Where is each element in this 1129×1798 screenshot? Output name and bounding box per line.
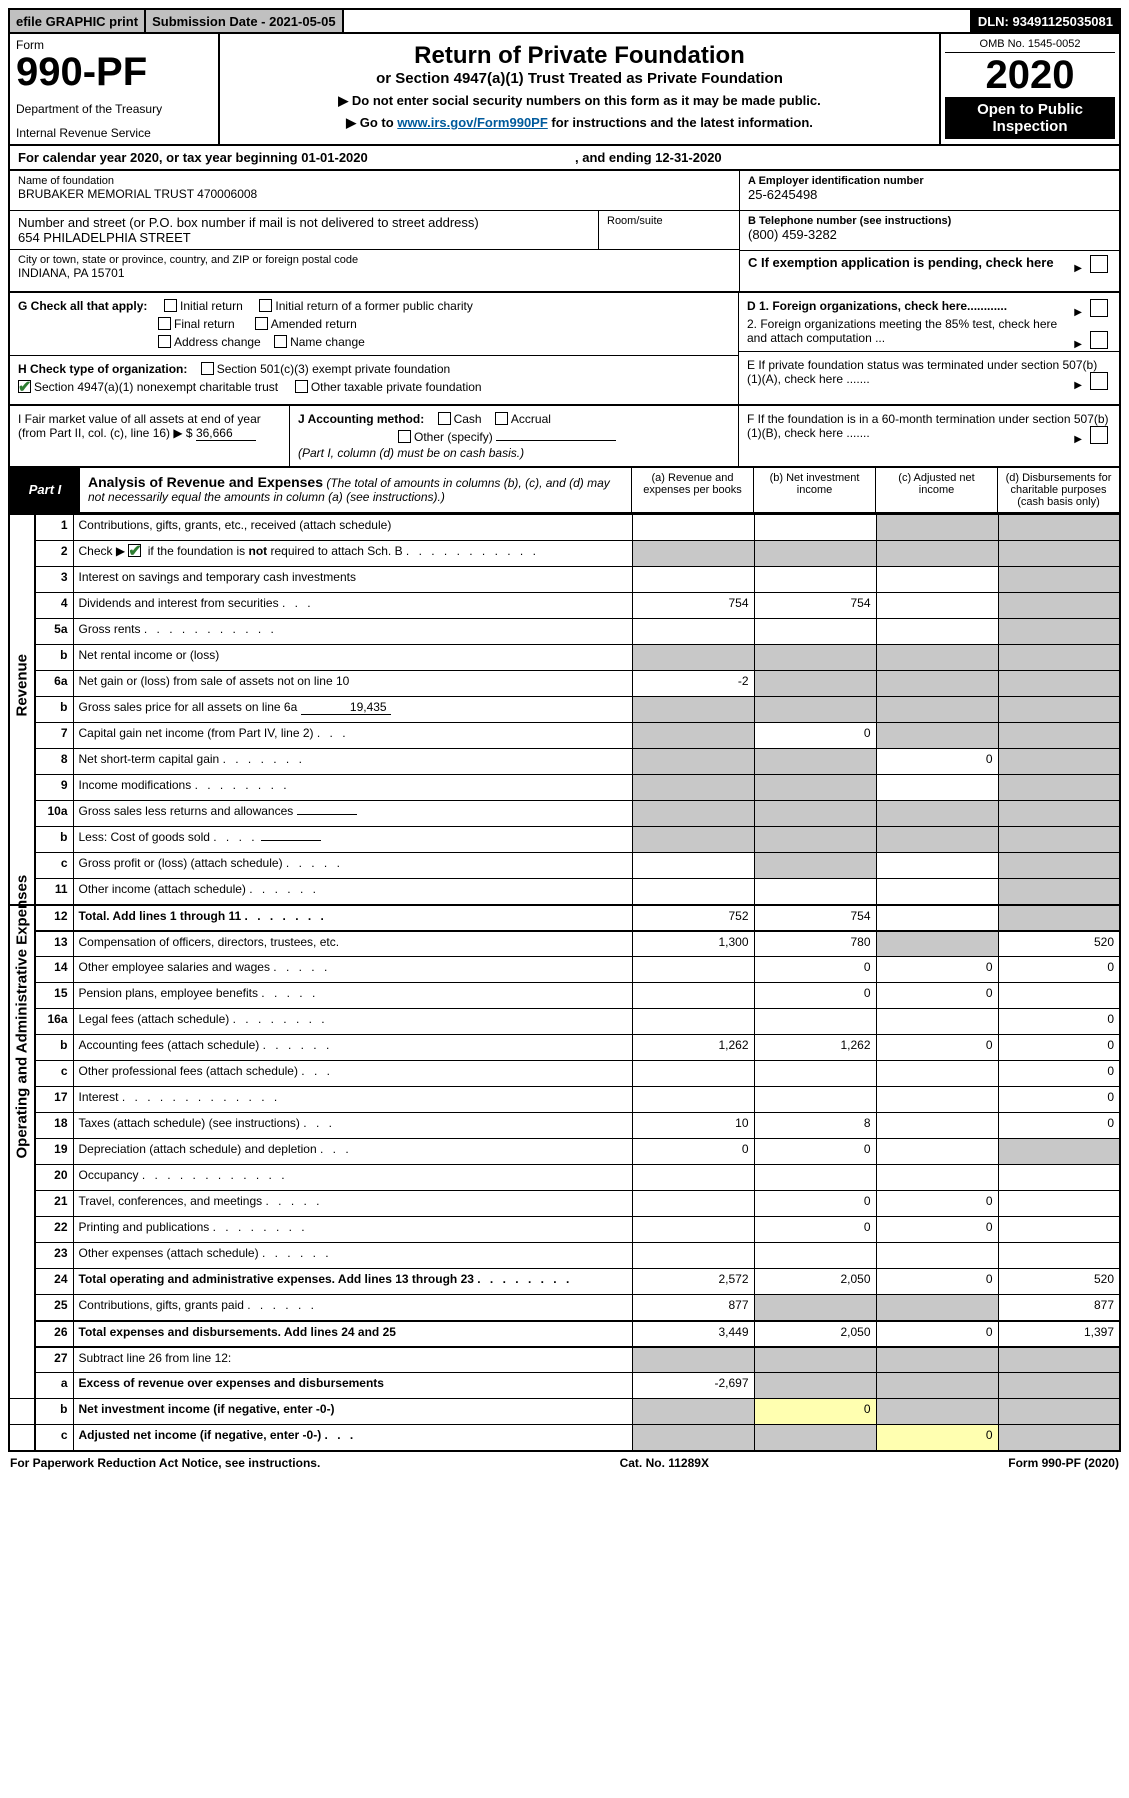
footer-center: Cat. No. 11289X: [620, 1456, 709, 1470]
form-header: Form 990-PF Department of the Treasury I…: [8, 34, 1121, 146]
cb-other-taxable[interactable]: [295, 380, 308, 393]
address: 654 PHILADELPHIA STREET: [18, 230, 590, 245]
room-label: Room/suite: [599, 211, 739, 249]
exemption-pending-label: C If exemption application is pending, c…: [748, 255, 1054, 270]
e-label: E If private foundation status was termi…: [747, 358, 1097, 386]
dln-label: DLN: 93491125035081: [972, 10, 1119, 32]
cb-amended[interactable]: [255, 317, 268, 330]
foundation-name-label: Name of foundation: [18, 175, 731, 187]
identification-block: Name of foundation BRUBAKER MEMORIAL TRU…: [8, 171, 1121, 293]
r8-c: 0: [876, 749, 998, 775]
omb-number: OMB No. 1545-0052: [945, 36, 1115, 53]
part1-header: Part I Analysis of Revenue and Expenses …: [8, 468, 1121, 514]
ein: 25-6245498: [748, 187, 1111, 202]
cb-d1[interactable]: [1090, 299, 1108, 317]
h-label: H Check type of organization:: [18, 362, 187, 376]
form-title: Return of Private Foundation: [230, 42, 929, 70]
g-label: G Check all that apply:: [18, 299, 147, 313]
cb-f[interactable]: [1090, 426, 1108, 444]
cb-cash[interactable]: [438, 412, 451, 425]
efile-label[interactable]: efile GRAPHIC print: [10, 10, 146, 32]
cb-other-method[interactable]: [398, 430, 411, 443]
r12-a: 752: [632, 905, 754, 931]
cb-501c3[interactable]: [201, 362, 214, 375]
footer-left: For Paperwork Reduction Act Notice, see …: [10, 1456, 320, 1470]
col-c-head: (c) Adjusted net income: [875, 468, 997, 512]
d2-label: 2. Foreign organizations meeting the 85%…: [747, 317, 1057, 345]
form-note-link: ▶ Go to www.irs.gov/Form990PF for instru…: [230, 115, 929, 131]
cb-4947[interactable]: [18, 380, 31, 393]
col-d-head: (d) Disbursements for charitable purpose…: [997, 468, 1119, 512]
city: INDIANA, PA 15701: [18, 266, 731, 280]
form-note-ssn: ▶ Do not enter social security numbers o…: [230, 93, 929, 109]
r6b-sub: 19,435: [301, 700, 391, 715]
top-bar: efile GRAPHIC print Submission Date - 20…: [8, 8, 1121, 34]
cb-d2[interactable]: [1090, 331, 1108, 349]
dept-treasury: Department of the Treasury: [16, 102, 212, 116]
ein-label: A Employer identification number: [748, 175, 1111, 187]
dept-irs: Internal Revenue Service: [16, 126, 212, 140]
open-public-badge: Open to Public Inspection: [945, 97, 1115, 139]
i-value: 36,666: [196, 426, 256, 441]
form-number: 990-PF: [16, 52, 212, 92]
j-note: (Part I, column (d) must be on cash basi…: [298, 446, 730, 460]
city-label: City or town, state or province, country…: [18, 254, 731, 266]
calendar-year-row: For calendar year 2020, or tax year begi…: [8, 146, 1121, 171]
year-begin: 01-01-2020: [301, 150, 368, 165]
col-b-head: (b) Net investment income: [753, 468, 875, 512]
foundation-name: BRUBAKER MEMORIAL TRUST 470006008: [18, 187, 731, 201]
tax-year: 2020: [945, 53, 1115, 97]
r7-b: 0: [754, 723, 876, 749]
cb-e[interactable]: [1090, 372, 1108, 390]
address-label: Number and street (or P.O. box number if…: [18, 215, 590, 230]
exemption-checkbox[interactable]: [1090, 255, 1108, 273]
d1-label: D 1. Foreign organizations, check here..…: [747, 299, 1007, 313]
cb-name-change[interactable]: [274, 335, 287, 348]
side-revenue: Revenue: [14, 702, 31, 716]
side-expenses: Operating and Administrative Expenses: [14, 1145, 31, 1159]
col-a-head: (a) Revenue and expenses per books: [631, 468, 753, 512]
part1-table: Revenue 1 Contributions, gifts, grants, …: [8, 514, 1121, 1452]
cb-schb[interactable]: [128, 544, 141, 557]
page-footer: For Paperwork Reduction Act Notice, see …: [8, 1452, 1121, 1474]
year-end: 12-31-2020: [655, 150, 722, 165]
cb-initial-former[interactable]: [259, 299, 272, 312]
r12-b: 754: [754, 905, 876, 931]
gh-block: G Check all that apply: Initial return I…: [8, 293, 1121, 406]
r6a-a: -2: [632, 671, 754, 697]
footer-right: Form 990-PF (2020): [1008, 1456, 1119, 1470]
f-label: F If the foundation is in a 60-month ter…: [747, 412, 1109, 440]
topbar-spacer: [344, 10, 972, 32]
cb-initial[interactable]: [164, 299, 177, 312]
r4-a: 754: [632, 593, 754, 619]
form-subtitle: or Section 4947(a)(1) Trust Treated as P…: [230, 70, 929, 87]
submission-date: Submission Date - 2021-05-05: [146, 10, 344, 32]
phone: (800) 459-3282: [748, 227, 1111, 242]
cb-final[interactable]: [158, 317, 171, 330]
part1-title: Analysis of Revenue and Expenses: [88, 474, 323, 490]
part1-label: Part I: [10, 468, 80, 512]
cb-accrual[interactable]: [495, 412, 508, 425]
ij-block: I Fair market value of all assets at end…: [8, 406, 1121, 468]
j-label: J Accounting method:: [298, 412, 424, 426]
phone-label: B Telephone number (see instructions): [748, 215, 1111, 227]
cb-addr-change[interactable]: [158, 335, 171, 348]
r4-b: 754: [754, 593, 876, 619]
irs-link[interactable]: www.irs.gov/Form990PF: [397, 115, 548, 130]
